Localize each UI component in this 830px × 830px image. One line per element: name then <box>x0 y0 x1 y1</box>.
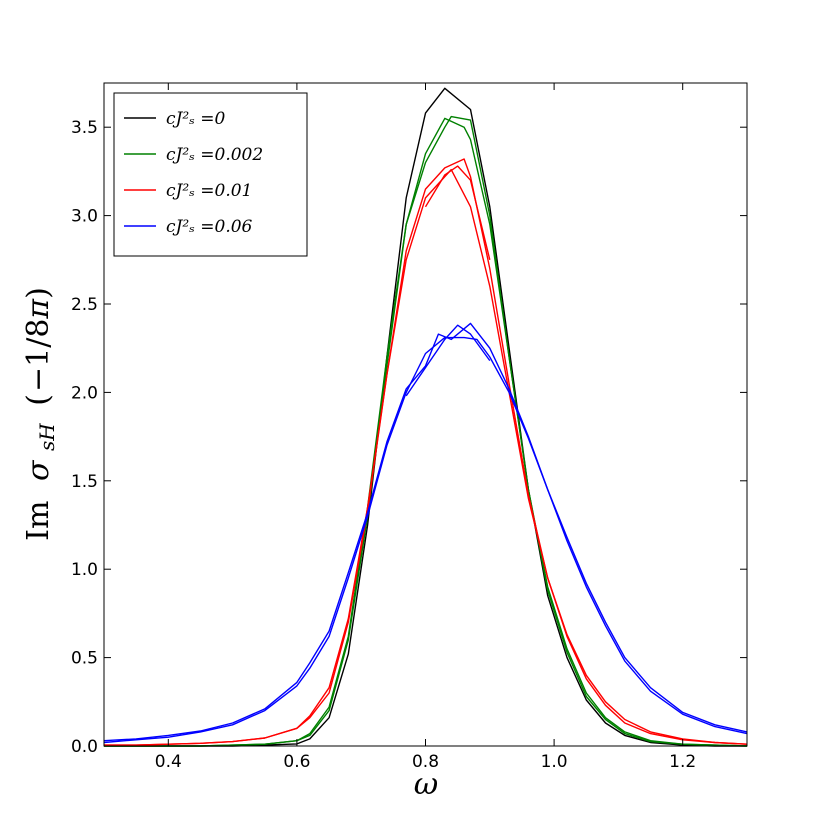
y-tick-label-5: 2.5 <box>71 295 98 315</box>
x-axis-label: ω <box>414 767 438 802</box>
x-tick-label-4: 1.2 <box>669 752 696 772</box>
x-tick-label-1: 0.6 <box>283 752 310 772</box>
legend: cJ²ₛ =0 cJ²ₛ =0.002 cJ²ₛ =0.01 cJ²ₛ =0.06 <box>113 92 308 257</box>
legend-label-1: cJ²ₛ =0.002 <box>166 145 263 165</box>
y-tick-label-1: 0.5 <box>71 649 98 669</box>
y-tick-label-3: 1.5 <box>71 472 98 492</box>
series-2-line-2 <box>424 165 491 260</box>
legend-entries: cJ²ₛ =0 cJ²ₛ =0.002 cJ²ₛ =0.01 cJ²ₛ =0.06 <box>124 109 263 237</box>
series-3-line-2 <box>405 324 491 397</box>
series-3-line-0 <box>103 336 748 744</box>
legend-box <box>113 92 308 257</box>
legend-label-0: cJ²ₛ =0 <box>166 109 226 129</box>
x-tick-label-2: 0.8 <box>412 752 439 772</box>
y-axis-ticks: 0.0 0.5 1.0 1.5 2.0 2.5 3.0 3.5 <box>71 118 747 757</box>
y-tick-label-0: 0.0 <box>71 737 98 757</box>
series-1-line-1 <box>104 117 748 747</box>
legend-label-3: cJ²ₛ =0.06 <box>166 217 253 237</box>
y-tick-label-6: 3.0 <box>71 207 98 227</box>
y-tick-label-4: 2.0 <box>71 383 98 403</box>
y-axis-label: Im σ sH (−1/8π) <box>21 287 59 541</box>
y-tick-label-2: 1.0 <box>71 560 98 580</box>
legend-label-2: cJ²ₛ =0.01 <box>166 181 252 201</box>
x-tick-label-0: 0.4 <box>155 752 182 772</box>
series-3-line-1 <box>103 322 748 742</box>
series-2-line-1 <box>104 158 748 746</box>
x-axis-ticks: 0.4 0.6 0.8 1.0 1.2 <box>155 83 696 772</box>
x-tick-label-3: 1.0 <box>541 752 568 772</box>
y-tick-label-7: 3.5 <box>71 118 98 138</box>
